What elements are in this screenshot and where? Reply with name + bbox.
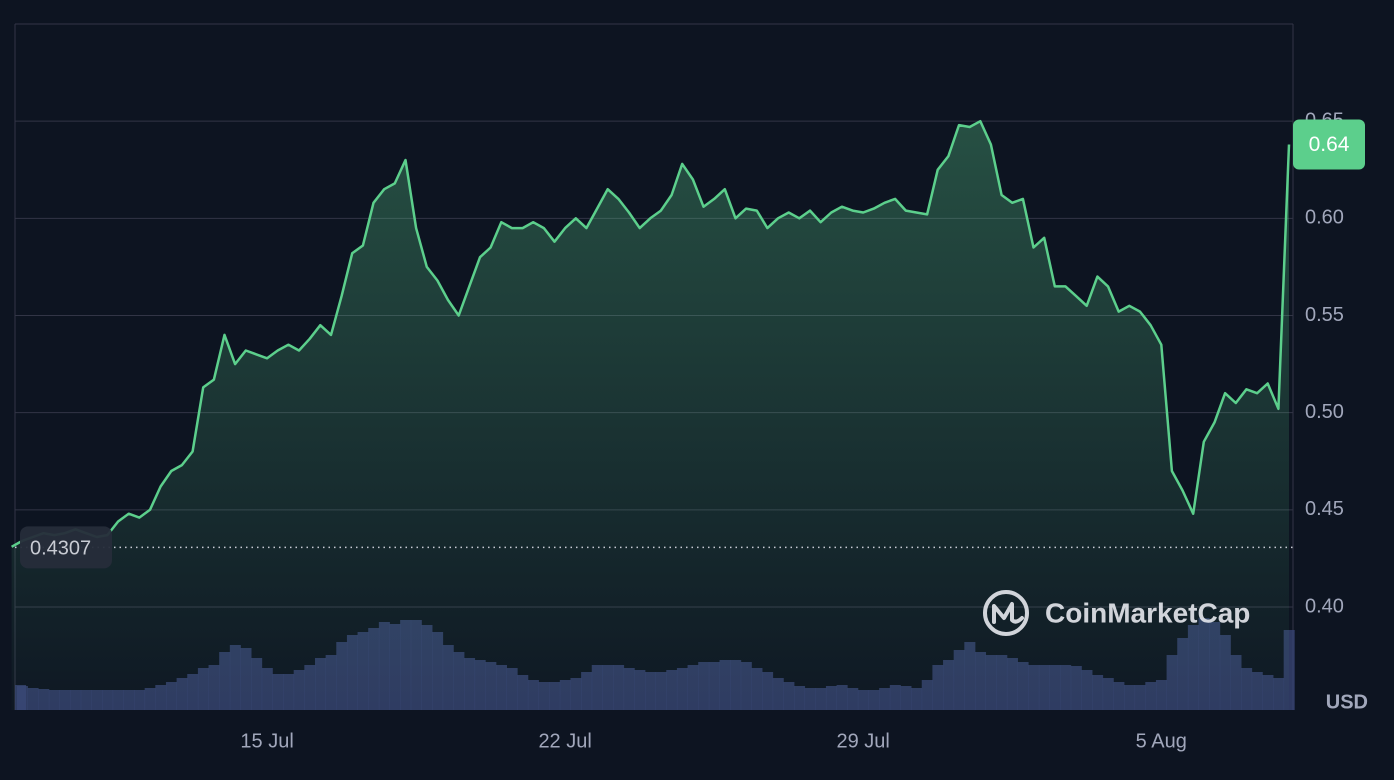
price-area [11,121,1290,710]
open-price-label: 0.4307 [30,538,91,560]
watermark: CoinMarketCap [983,590,1250,636]
x-tick-label: 5 Aug [1136,730,1187,752]
price-area-group [10,119,1291,710]
y-tick-label: 0.50 [1305,401,1344,423]
x-tick-label: 15 Jul [240,730,293,752]
x-tick-label: 29 Jul [837,730,890,752]
y-tick-label: 0.60 [1305,207,1344,229]
y-tick-label: 0.45 [1305,498,1344,520]
y-tick-label: 0.40 [1305,595,1344,617]
current-price-badge [1293,119,1365,170]
watermark-text: CoinMarketCap [1045,597,1250,628]
volume-bar [1283,630,1295,710]
y-tick-label: 0.55 [1305,304,1344,326]
currency-label: USD [1326,691,1368,713]
price-line [10,119,1291,548]
x-tick-label: 22 Jul [538,730,591,752]
watermark-logo-mark [992,602,1024,624]
open-price-badge [20,526,112,569]
current-price-label: 0.64 [1309,133,1350,156]
watermark-logo [983,590,1029,636]
